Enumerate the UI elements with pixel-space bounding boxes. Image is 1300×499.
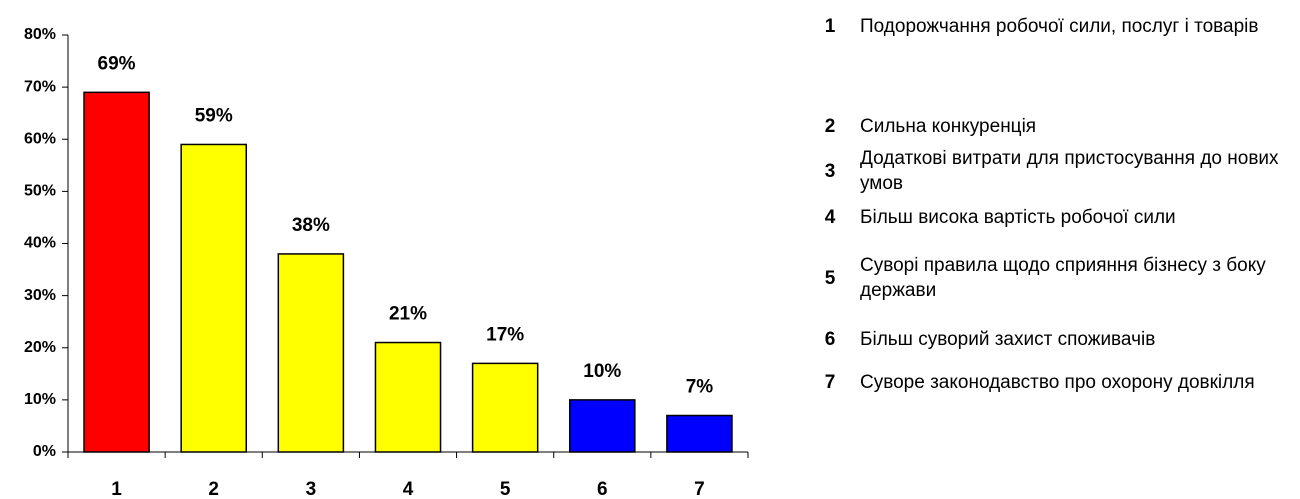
legend-text: Більш висока вартість робочої сили <box>860 207 1176 228</box>
legend-number: 6 <box>824 329 836 350</box>
x-tick-label: 5 <box>500 479 511 499</box>
data-label: 59% <box>195 105 233 126</box>
legend-item: 2 Сильна конкуренція <box>800 114 1295 139</box>
bar <box>568 399 636 453</box>
legend-text: Додаткові витрати для пристосування до н… <box>860 148 1279 194</box>
y-tick-label: 30% <box>24 287 56 304</box>
y-tick-label: 10% <box>24 391 56 408</box>
y-tick-label: 40% <box>24 235 56 252</box>
legend-text: Суворе законодавство про охорону довкілл… <box>860 372 1255 393</box>
y-tick-label: 80% <box>24 26 56 43</box>
legend-number: 2 <box>824 116 836 137</box>
bar <box>180 143 248 453</box>
x-tick-label: 2 <box>208 479 219 499</box>
legend-number: 4 <box>824 207 836 228</box>
x-tick-label: 4 <box>403 479 414 499</box>
data-label: 21% <box>389 304 427 325</box>
y-tick-label: 0% <box>33 443 56 460</box>
x-tick-label: 6 <box>597 479 608 499</box>
bar <box>666 414 733 453</box>
bar <box>374 341 442 453</box>
legend-text: Подорожчання робочої сили, послуг і това… <box>860 16 1259 37</box>
bar <box>471 362 539 453</box>
data-label: 7% <box>686 377 714 398</box>
bar <box>83 91 150 453</box>
x-tick-label: 1 <box>111 479 122 499</box>
y-tick-label: 70% <box>24 78 56 95</box>
legend-item: 1 Подорожчання робочої сили, послуг і тов… <box>800 14 1295 39</box>
legend-number: 3 <box>824 160 836 182</box>
legend-number: 5 <box>824 267 836 289</box>
legend-number: 7 <box>824 372 836 393</box>
x-tick-label: 7 <box>694 479 705 499</box>
data-label: 69% <box>98 53 136 74</box>
y-tick-label: 20% <box>24 339 56 356</box>
data-label: 17% <box>486 324 524 345</box>
legend-text: Більш суворий захист споживачів <box>860 329 1156 350</box>
x-tick-label: 3 <box>306 479 317 499</box>
chart: 0% 10% 20% 30% 40% 50% 60% 70% 80% 1 69% 2 59% 3 38% 4 2… <box>24 26 749 499</box>
legend-text: Суворі правила щодо сприяння бізнесу з б… <box>860 255 1266 301</box>
data-label: 38% <box>292 215 330 236</box>
legend-item: 6 Більш суворий захист споживачів <box>800 327 1295 352</box>
legend-item: 3 Додаткові витрати для пристосування до … <box>800 146 1295 196</box>
y-tick-label: 50% <box>24 183 56 200</box>
legend-text: Сильна конкуренція <box>860 116 1037 137</box>
y-tick-label: 60% <box>24 130 56 147</box>
legend-item: 5 Суворі правила щодо сприяння бізнесу з … <box>800 253 1295 303</box>
legend-number: 1 <box>824 16 836 37</box>
legend-item: 7 Суворе законодавство про охорону довкіл… <box>800 370 1295 395</box>
legend-item: 4 Більш висока вартість робочої сили <box>800 205 1295 230</box>
data-label: 10% <box>583 361 621 382</box>
bar <box>277 253 345 453</box>
